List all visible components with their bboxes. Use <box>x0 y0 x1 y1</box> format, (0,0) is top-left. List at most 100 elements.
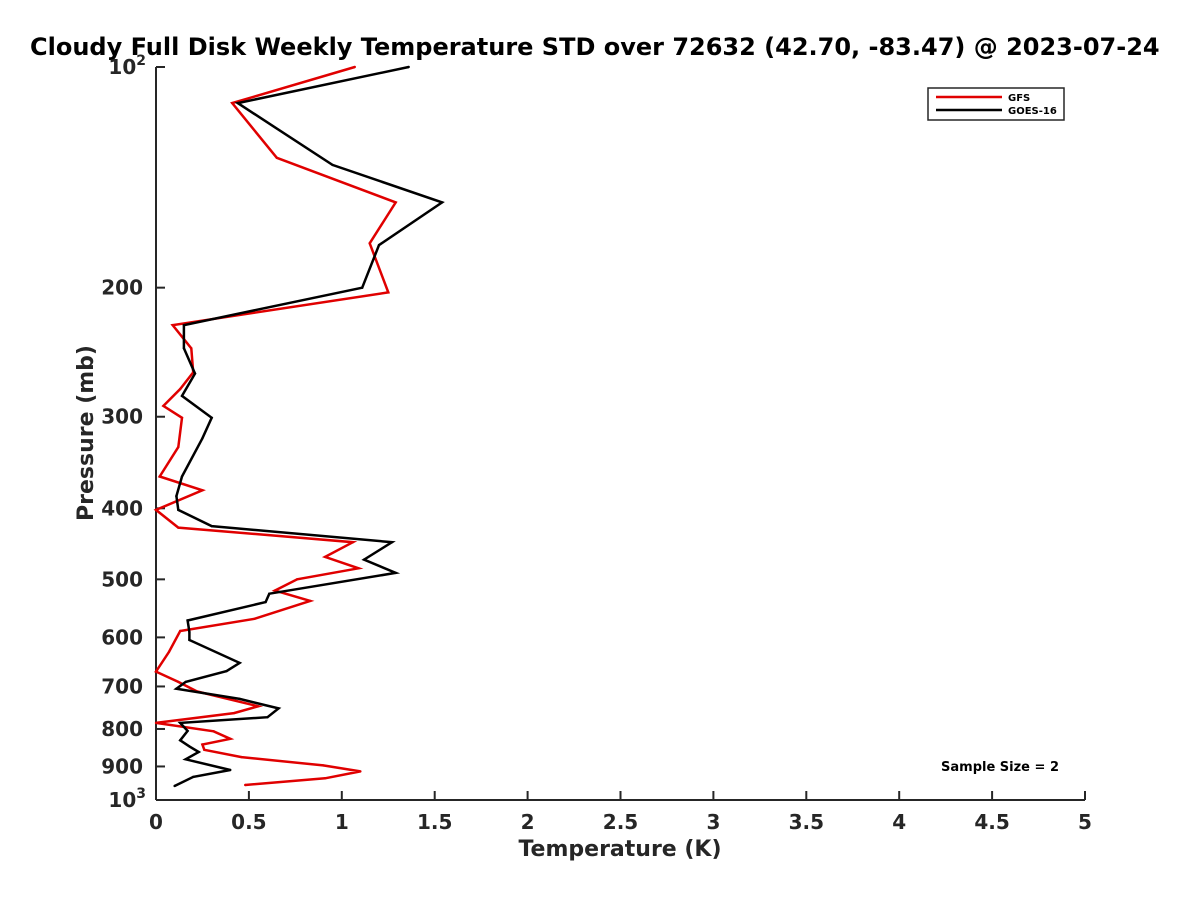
legend-label-goes16: GOES-16 <box>1008 106 1057 117</box>
data-point-goes16 <box>266 716 269 719</box>
x-ticks: 0 0.5 1 1.5 2 2.5 3 3.5 4 4.5 5 <box>149 791 1092 834</box>
y-tick-base: 200 <box>101 276 143 300</box>
data-point-gfs <box>212 730 215 733</box>
data-point-goes16 <box>173 784 176 788</box>
data-point-gfs <box>357 567 360 570</box>
x-tick-label: 5 <box>1078 810 1092 834</box>
data-point-goes16 <box>184 680 187 684</box>
data-point-gfs <box>158 475 161 478</box>
data-point-gfs <box>203 748 206 751</box>
data-point-gfs <box>201 743 204 746</box>
data-point-gfs <box>244 783 247 787</box>
y-tick-base: 900 <box>101 754 143 778</box>
data-point-goes16 <box>182 347 186 350</box>
y-tick-base: 700 <box>101 674 143 698</box>
data-point-gfs <box>359 770 362 773</box>
plot-area <box>155 67 1085 801</box>
legend: GFS GOES-16 <box>927 87 1065 121</box>
data-point-gfs <box>179 387 182 391</box>
y-tick-base: 400 <box>101 496 143 520</box>
x-axis-label: Temperature (K) <box>518 837 721 862</box>
x-tick-label: 1 <box>335 810 349 834</box>
data-point-goes16 <box>268 592 271 595</box>
data-point-goes16 <box>197 750 200 754</box>
data-point-gfs <box>394 201 397 204</box>
data-point-goes16 <box>201 437 204 440</box>
data-point-goes16 <box>229 768 232 772</box>
series-line-goes16 <box>173 65 445 788</box>
data-point-goes16 <box>210 416 213 419</box>
data-point-goes16 <box>188 745 191 748</box>
y-tick-label: 300 <box>101 405 143 429</box>
data-point-goes16 <box>186 729 189 733</box>
x-tick-label: 0.5 <box>231 810 266 834</box>
data-point-goes16 <box>184 758 187 761</box>
data-point-goes16 <box>361 286 364 289</box>
data-point-goes16 <box>277 707 280 710</box>
data-point-goes16 <box>175 687 178 690</box>
data-point-goes16 <box>192 775 195 779</box>
data-point-gfs <box>154 670 158 673</box>
chart-title: Cloudy Full Disk Weekly Temperature STD … <box>30 33 1160 61</box>
data-point-gfs <box>177 680 180 684</box>
x-tick-label: 4.5 <box>974 810 1009 834</box>
data-point-gfs <box>351 541 355 544</box>
x-tick-label: 2.5 <box>603 810 638 834</box>
data-point-gfs <box>387 291 390 294</box>
data-point-goes16 <box>238 661 241 665</box>
data-point-gfs <box>180 416 184 419</box>
y-tick-label: 200 <box>101 276 143 300</box>
x-tick-label: 2 <box>521 810 535 834</box>
data-point-gfs <box>322 764 325 767</box>
data-point-goes16 <box>188 630 191 634</box>
y-tick-label: 700 <box>101 674 143 698</box>
data-point-gfs <box>177 526 180 529</box>
data-point-gfs <box>154 721 158 725</box>
data-point-goes16 <box>407 65 410 69</box>
y-tick-label: 400 <box>101 496 143 520</box>
y-tick-base: 10 <box>108 788 136 812</box>
series-group <box>153 65 445 788</box>
y-tick-label: 800 <box>101 717 143 741</box>
data-point-goes16 <box>180 475 184 478</box>
x-tick-label: 0 <box>149 810 163 834</box>
data-point-goes16 <box>180 394 184 398</box>
data-point-gfs <box>171 323 174 327</box>
data-point-goes16 <box>179 721 182 725</box>
y-tick-base: 10 <box>108 55 136 79</box>
data-point-goes16 <box>225 669 228 673</box>
data-point-gfs <box>167 650 171 654</box>
data-point-gfs <box>323 777 327 780</box>
y-tick-base: 500 <box>101 567 143 591</box>
data-point-gfs <box>179 629 182 633</box>
y-tick-base: 300 <box>101 405 143 429</box>
x-tick-label: 3 <box>706 810 720 834</box>
data-point-goes16 <box>186 619 189 622</box>
data-point-gfs <box>240 755 243 759</box>
data-point-gfs <box>368 242 371 245</box>
legend-label-gfs: GFS <box>1008 93 1030 104</box>
data-point-goes16 <box>440 201 444 204</box>
data-point-goes16 <box>236 101 239 105</box>
y-tick-exponent: 3 <box>136 786 146 802</box>
data-point-gfs <box>296 578 299 581</box>
data-point-goes16 <box>193 372 197 375</box>
data-point-gfs <box>231 101 234 105</box>
data-point-gfs <box>177 445 180 449</box>
data-point-gfs <box>190 347 193 350</box>
y-tick-label: 600 <box>101 625 143 649</box>
y-tick-label: 900 <box>101 754 143 778</box>
data-point-goes16 <box>210 524 213 528</box>
data-point-goes16 <box>238 697 241 701</box>
data-point-goes16 <box>177 508 180 512</box>
data-point-goes16 <box>394 571 397 575</box>
data-point-gfs <box>229 737 232 740</box>
y-tick-label: 102 <box>108 53 146 79</box>
data-point-goes16 <box>179 739 182 742</box>
y-tick-exponent: 2 <box>136 53 146 69</box>
y-tick-base: 800 <box>101 717 143 741</box>
data-point-gfs <box>275 156 278 159</box>
y-tick-label: 103 <box>108 786 146 812</box>
data-point-gfs <box>154 508 158 512</box>
